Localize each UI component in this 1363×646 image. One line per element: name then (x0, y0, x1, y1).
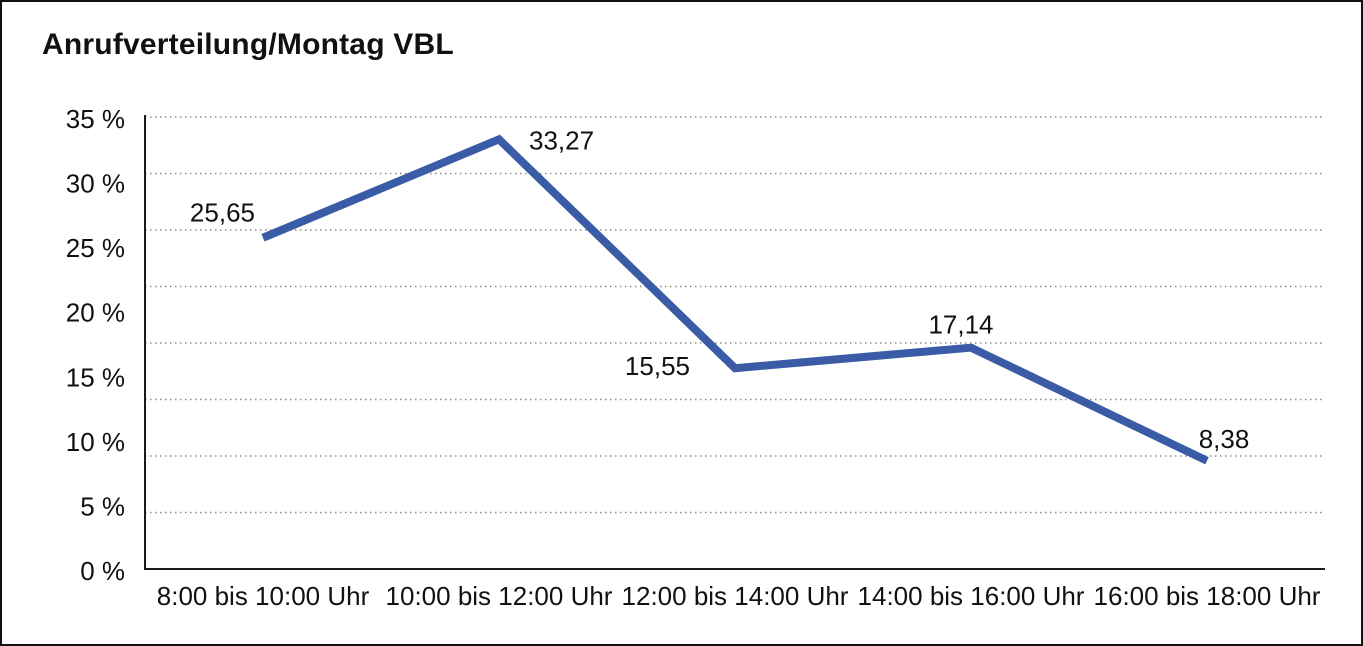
data-point-label: 33,27 (529, 125, 594, 155)
y-tick-label: 10 % (66, 427, 125, 457)
y-tick-label: 20 % (66, 298, 125, 328)
y-tick-label: 15 % (66, 362, 125, 392)
y-tick-label: 30 % (66, 169, 125, 199)
x-tick-label: 8:00 bis 10:00 Uhr (157, 581, 370, 611)
data-point-label: 17,14 (928, 310, 993, 340)
data-point-label: 25,65 (190, 198, 255, 228)
x-tick-label: 14:00 bis 16:00 Uhr (858, 581, 1085, 611)
y-tick-label: 5 % (80, 491, 125, 521)
data-point-label: 15,55 (625, 351, 690, 381)
x-tick-label: 12:00 bis 14:00 Uhr (622, 581, 849, 611)
data-point-label: 8,38 (1199, 424, 1250, 454)
chart-title: Anrufverteilung/Montag VBL (42, 28, 454, 61)
y-tick-label: 25 % (66, 233, 125, 263)
y-tick-label: 35 % (66, 104, 125, 134)
data-line (261, 134, 1209, 465)
x-tick-label: 16:00 bis 18:00 Uhr (1094, 581, 1321, 611)
x-tick-label: 10:00 bis 12:00 Uhr (386, 581, 613, 611)
y-tick-label: 0 % (80, 556, 125, 586)
